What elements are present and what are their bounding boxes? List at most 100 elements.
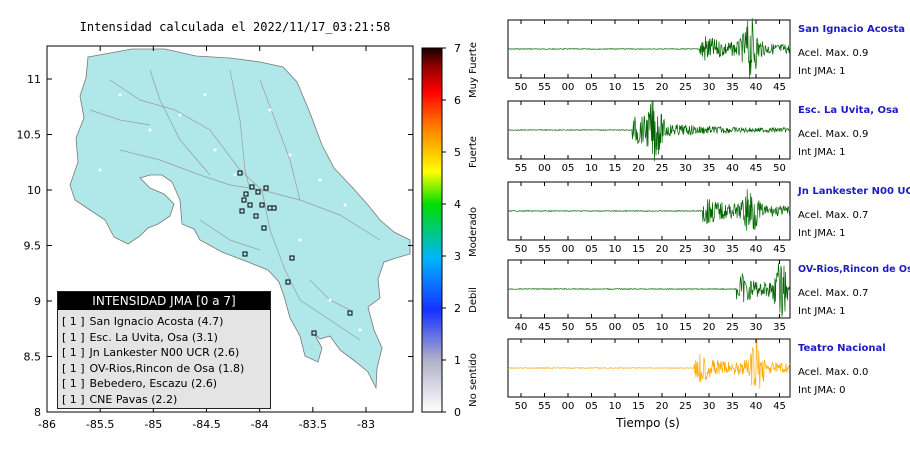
waveform-tick-label: 05 — [632, 322, 645, 333]
waveform-tick-label: 25 — [679, 401, 692, 412]
station-marker[interactable] — [253, 213, 259, 219]
colorbar-categories: No sentido Debil Moderado Fuerte Muy Fuerte — [468, 42, 479, 407]
colorbar-gradient — [421, 47, 443, 413]
legend-item: [ 1 ] Jn Lankester N00 UCR (2.6) — [62, 345, 270, 361]
colorbar-category-label: Moderado — [468, 207, 479, 257]
colorbar-category-label: Fuerte — [468, 136, 479, 168]
map-x-tick-label: -85.5 — [86, 418, 114, 431]
map-title: Intensidad calculada el 2022/11/17_03:21… — [79, 20, 391, 34]
station-marker[interactable] — [247, 202, 253, 208]
station-name: San Ignacio Acosta — [798, 24, 906, 35]
waveform-tick-label: 20 — [703, 322, 716, 333]
waveform-tick-label: 10 — [585, 163, 598, 174]
station-marker[interactable] — [271, 205, 277, 211]
waveform-tick-label: 55 — [515, 163, 528, 174]
waveform-tick-label: 25 — [726, 322, 739, 333]
colorbar-category-label: Muy Fuerte — [468, 42, 479, 98]
station-marker[interactable] — [259, 202, 265, 208]
station-marker[interactable] — [241, 197, 247, 203]
station-marker[interactable] — [267, 205, 273, 211]
legend-item-jma: [ 1 ] — [62, 315, 85, 328]
waveform-tick-label: 55 — [585, 322, 598, 333]
waveform-tick-label: 45 — [750, 163, 763, 174]
waveform-tick-label: 20 — [656, 82, 669, 93]
waveform-tick-label: 50 — [515, 401, 528, 412]
waveform-tick-label: 30 — [703, 401, 716, 412]
legend-title: INTENSIDAD JMA [0 a 7] — [58, 292, 270, 310]
legend-item-jma: [ 1 ] — [62, 361, 85, 375]
waveform-tick-label: 50 — [773, 163, 786, 174]
station-marker[interactable] — [243, 191, 249, 197]
waveform-tick-label: 55 — [538, 82, 551, 93]
map-y-tick-label: 8 — [34, 406, 41, 419]
station-marker[interactable] — [255, 189, 261, 195]
colorbar-tick-label: 5 — [454, 146, 461, 159]
waveform-tick-label: 50 — [562, 322, 575, 333]
station-jma-intensity: Int JMA: 1 — [798, 147, 846, 158]
station-jma-intensity: Int JMA: 1 — [798, 306, 846, 317]
station-marker[interactable] — [289, 255, 295, 261]
waveform-panel: 50 55 00 05 10 15 20 25 30 35 40 45 — [507, 181, 791, 255]
station-name: OV-Rios,Rincon de Osa — [798, 264, 910, 275]
waveform-tick-label: 35 — [726, 82, 739, 93]
waveform-trace — [507, 101, 791, 162]
waveform-trace — [507, 339, 791, 389]
map-x-tick-label: -83.5 — [299, 418, 327, 431]
waveform-tick-label: 40 — [515, 322, 528, 333]
legend-item: [ 1 ] OV-Rios,Rincon de Osa (1.8) — [62, 361, 270, 377]
colorbar-category-label: Debil — [468, 287, 479, 313]
waveform-tick-label: 55 — [538, 401, 551, 412]
colorbar-tick-label: 1 — [454, 354, 461, 367]
station-jma-intensity: Int JMA: 0 — [798, 385, 846, 396]
colorbar-tick-label: 7 — [454, 42, 461, 55]
waveform-tick-label: 45 — [773, 244, 786, 255]
station-marker[interactable] — [311, 330, 317, 336]
station-marker[interactable] — [347, 310, 353, 316]
map-y-tick-label: 9.5 — [24, 240, 42, 253]
waveform-tick-label: 35 — [726, 244, 739, 255]
station-accel-max: Acel. Max. 0.9 — [798, 48, 869, 59]
legend-item-jma: [ 1 ] — [62, 377, 85, 390]
waveform-x-label: Tiempo (s) — [615, 416, 680, 430]
colorbar-tick-label: 0 — [454, 406, 461, 419]
station-jma-intensity: Int JMA: 1 — [798, 66, 846, 77]
map-x-axis: -86 -85.5 -85 -84.5 -84 -83.5 -83 — [38, 46, 375, 431]
map-x-tick-label: -84.5 — [192, 418, 220, 431]
waveform-tick-label: 35 — [773, 322, 786, 333]
legend-item-jma: [ 1 ] — [62, 392, 85, 406]
waveform-panel: 50 55 00 05 10 15 20 25 30 35 40 45 — [507, 18, 791, 93]
station-accel-max: Acel. Max. 0.7 — [798, 288, 869, 299]
station-marker[interactable] — [237, 170, 243, 176]
station-accel-max: Acel. Max. 0.9 — [798, 129, 869, 140]
legend-item-jma: [ 1 ] — [62, 330, 85, 344]
waveform-tick-label: 40 — [750, 401, 763, 412]
station-marker[interactable] — [263, 185, 269, 191]
map-x-tick-label: -86 — [38, 418, 56, 431]
station-marker[interactable] — [249, 184, 255, 190]
waveform-tick-label: 05 — [585, 401, 598, 412]
station-marker[interactable] — [285, 279, 291, 285]
waveform-tick-label: 00 — [609, 322, 622, 333]
map-y-tick-label: 10.5 — [17, 129, 42, 142]
map-y-tick-label: 8.5 — [24, 351, 42, 364]
road-network — [89, 69, 381, 341]
legend-list: [ 1 ] San Ignacio Acosta (4.7)[ 1 ] Esc.… — [58, 310, 270, 407]
station-marker[interactable] — [239, 208, 245, 214]
waveform-tick-label: 25 — [656, 163, 669, 174]
legend-item: [ 1 ] Esc. La Uvita, Osa (3.1) — [62, 330, 270, 346]
legend-item-label: San Ignacio Acosta (4.7) — [86, 315, 224, 328]
station-marker[interactable] — [242, 251, 248, 257]
waveform-panels: 50 55 00 05 10 15 20 25 30 35 40 45 55 00 05 10 15 20 25 30… — [507, 18, 791, 412]
waveform-panel: 55 00 05 10 15 20 25 30 35 40 45 50 — [507, 100, 791, 174]
waveform-tick-label: 30 — [703, 244, 716, 255]
legend-item-label: Esc. La Uvita, Osa (3.1) — [86, 330, 218, 344]
colorbar-tick-label: 3 — [454, 250, 461, 263]
waveform-tick-label: 10 — [656, 322, 669, 333]
legend-item-jma: [ 1 ] — [62, 346, 85, 359]
map-x-tick-label: -84 — [251, 418, 269, 431]
waveform-tick-label: 55 — [538, 244, 551, 255]
map-y-tick-label: 10 — [27, 184, 41, 197]
station-name: Esc. La Uvita, Osa — [798, 105, 899, 116]
station-marker[interactable] — [261, 225, 267, 231]
legend-item-label: Bebedero, Escazu (2.6) — [86, 377, 218, 390]
